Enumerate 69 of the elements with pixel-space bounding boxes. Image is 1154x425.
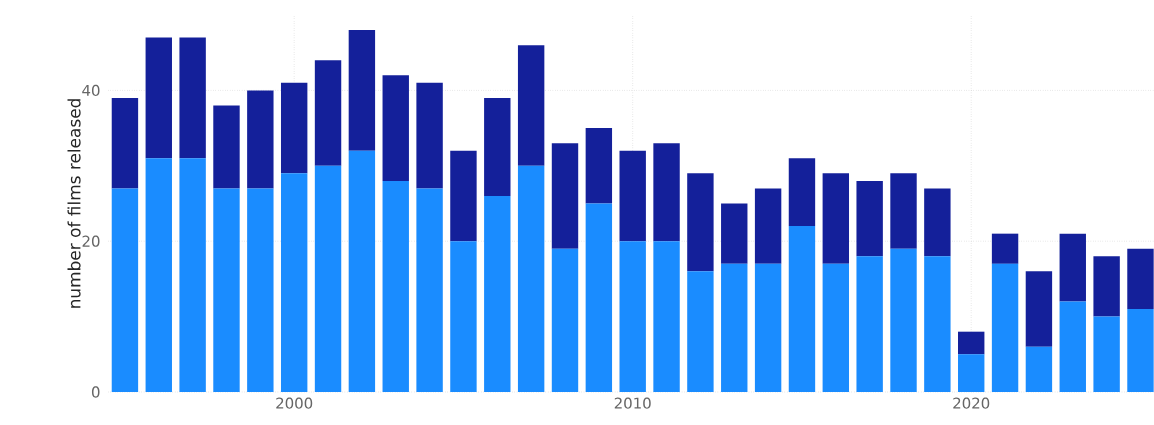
bar <box>991 263 1019 392</box>
x-tick-label: 2000 <box>276 397 313 409</box>
bar <box>517 165 545 392</box>
bar <box>1025 271 1053 347</box>
bar <box>416 82 443 189</box>
bar <box>280 82 308 174</box>
bar <box>754 263 782 392</box>
bar <box>517 45 545 166</box>
bar <box>179 158 206 392</box>
bar <box>1127 248 1154 310</box>
bar <box>687 271 714 392</box>
bar <box>653 241 680 392</box>
bar <box>721 263 748 392</box>
bar <box>145 37 172 159</box>
bar <box>924 256 951 392</box>
bar <box>111 97 139 189</box>
bar <box>721 203 748 264</box>
bar <box>179 37 206 159</box>
bar <box>1025 346 1053 392</box>
bar <box>551 248 579 392</box>
bar <box>382 75 409 181</box>
bar <box>1059 301 1086 392</box>
bar <box>314 165 342 392</box>
bar <box>958 354 985 392</box>
bar <box>1059 233 1086 302</box>
bar <box>619 150 646 242</box>
bar <box>890 173 917 249</box>
bar <box>619 241 646 392</box>
bar <box>382 180 409 392</box>
bar <box>585 128 613 204</box>
bar <box>1093 316 1120 392</box>
bar <box>450 241 477 392</box>
bar <box>145 158 172 392</box>
bar <box>551 143 579 249</box>
bar <box>924 188 951 257</box>
bar <box>890 248 917 392</box>
bar <box>788 226 816 392</box>
bar <box>687 173 714 272</box>
bar <box>247 188 274 392</box>
bar <box>1093 256 1120 317</box>
bar <box>484 97 511 196</box>
y-tick-label: 40 <box>82 84 100 97</box>
bar <box>484 195 511 392</box>
bar <box>585 203 613 392</box>
x-tick-label: 2020 <box>953 397 990 409</box>
bar <box>856 180 883 257</box>
bar <box>450 150 477 242</box>
bar <box>348 150 376 392</box>
bar <box>1127 309 1154 392</box>
bar <box>247 90 274 189</box>
bar <box>958 331 985 355</box>
bar <box>348 30 376 151</box>
y-tick-label: 0 <box>91 386 100 398</box>
bar <box>213 188 240 392</box>
bar <box>314 60 342 166</box>
bar <box>788 158 816 227</box>
y-tick-label: 20 <box>82 235 100 247</box>
bar <box>822 173 850 264</box>
bar <box>280 173 308 392</box>
bar <box>754 188 782 264</box>
bar <box>111 188 139 392</box>
bar <box>822 263 850 392</box>
bar <box>653 143 680 242</box>
bar <box>416 188 443 392</box>
bar <box>991 233 1019 264</box>
x-tick-label: 2010 <box>614 397 651 409</box>
y-axis-title: number of films released <box>67 99 81 308</box>
bar <box>213 105 240 189</box>
bar <box>856 256 883 392</box>
